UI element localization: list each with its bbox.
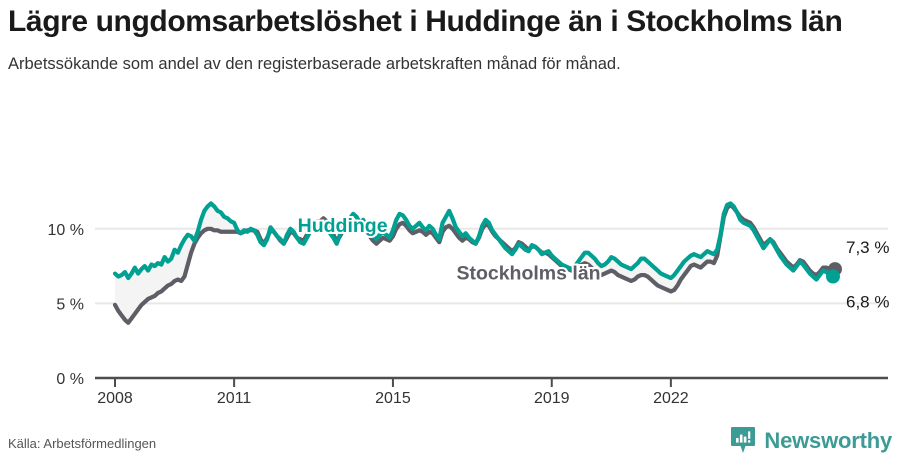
line-chart-svg: 2008 2011 2015 2019 2022 0 % 5 % 10 % Huddinge St… xyxy=(48,201,889,405)
between-series-fill xyxy=(115,203,833,323)
y-axis-tick-label: 10 % xyxy=(48,222,84,239)
x-axis-tick-label: 2008 xyxy=(97,390,133,405)
page-title: Lägre ungdomsarbetslöshet i Huddinge än … xyxy=(8,5,843,38)
logo-text: Newsworthy xyxy=(764,428,892,453)
endpoint-dot-huddinge xyxy=(826,269,840,284)
series-line-huddinge xyxy=(112,201,836,282)
x-axis-tick-label: 2022 xyxy=(653,390,689,405)
chart-header: Lägre ungdomsarbetslöshet i Huddinge än … xyxy=(8,4,868,75)
newsworthy-logo: Newsworthy xyxy=(730,426,892,456)
end-value-label-stockholm: 7,3 % xyxy=(846,238,889,257)
end-value-label-huddinge: 6,8 % xyxy=(846,293,889,312)
series-label-stockholm: Stockholms län xyxy=(456,263,600,285)
chart-plot-area: 2008 2011 2015 2019 2022 0 % 5 % 10 % Huddinge St… xyxy=(0,190,900,405)
chart-footer: Källa: Arbetsförmedlingen Newsworthy xyxy=(0,412,900,474)
source-note: Källa: Arbetsförmedlingen xyxy=(8,436,157,451)
x-axis-tick-label: 2015 xyxy=(375,390,411,405)
newsworthy-pin-barchart-icon xyxy=(731,427,756,453)
chart-subtitle: Arbetssökande som andel av den registerb… xyxy=(8,55,621,74)
y-axis-tick-label: 0 % xyxy=(56,371,84,388)
series-label-huddinge: Huddinge xyxy=(298,215,388,237)
y-axis-tick-label: 5 % xyxy=(56,296,84,313)
x-axis-tick-label: 2019 xyxy=(534,390,570,405)
x-axis-tick-label: 2011 xyxy=(217,390,252,405)
